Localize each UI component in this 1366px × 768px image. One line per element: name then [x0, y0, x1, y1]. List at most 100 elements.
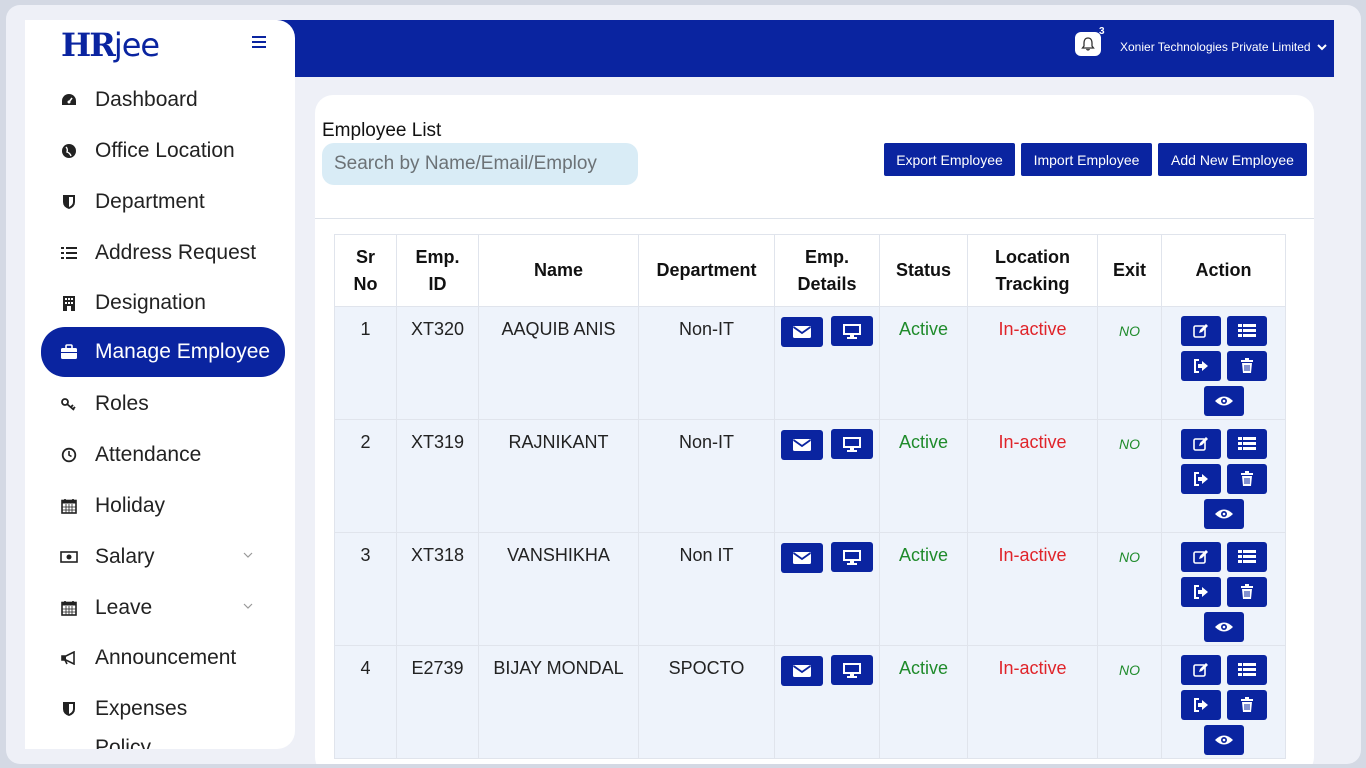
device-button[interactable] [830, 429, 873, 459]
details-button[interactable] [1226, 429, 1267, 459]
sidebar-item-manage-employee[interactable]: Manage Employee [41, 327, 285, 377]
sidebar-item-announcement[interactable]: Announcement [35, 635, 279, 681]
edit-button[interactable] [1180, 316, 1221, 346]
menu-toggle-icon[interactable] [252, 36, 266, 48]
calendar-icon [57, 599, 81, 617]
delete-button[interactable] [1226, 690, 1267, 720]
sidebar-item-dashboard[interactable]: Dashboard [35, 77, 279, 123]
sign-out-icon [1193, 359, 1208, 373]
eye-icon [1214, 622, 1233, 632]
notification-count: 3 [1099, 26, 1105, 37]
chevron-down-icon[interactable] [243, 603, 253, 609]
edit-button[interactable] [1180, 655, 1221, 685]
cell-emp-id: XT320 [396, 306, 479, 420]
details-button[interactable] [1226, 655, 1267, 685]
notification-button[interactable] [1075, 32, 1101, 56]
table-row: 1 XT320 AAQUIB ANIS Non-IT Active In-act… [334, 306, 1286, 420]
sidebar-item-roles[interactable]: Roles [35, 381, 279, 427]
view-button[interactable] [1203, 499, 1244, 529]
calendar-icon [57, 497, 81, 515]
cell-location-tracking: In-active [967, 306, 1098, 420]
cell-emp-details [774, 419, 880, 533]
building-icon [57, 294, 81, 312]
col-action: Action [1161, 234, 1286, 307]
cell-status: Active [879, 532, 968, 646]
cell-location-tracking: In-active [967, 419, 1098, 533]
sidebar-item-expenses[interactable]: Expenses [35, 686, 279, 732]
cell-status: Active [879, 645, 968, 759]
email-button[interactable] [781, 543, 824, 573]
envelope-icon [793, 552, 812, 564]
email-button[interactable] [781, 656, 824, 686]
envelope-icon [793, 665, 812, 677]
sidebar-item-office-location[interactable]: Office Location [35, 128, 279, 174]
megaphone-icon [57, 649, 81, 667]
details-button[interactable] [1226, 316, 1267, 346]
view-button[interactable] [1203, 612, 1244, 642]
sidebar-item-department[interactable]: Department [35, 179, 279, 225]
import-employee-button[interactable]: Import Employee [1021, 143, 1152, 176]
desktop-icon [842, 324, 861, 339]
delete-button[interactable] [1226, 351, 1267, 381]
delete-button[interactable] [1226, 577, 1267, 607]
cell-name: AAQUIB ANIS [478, 306, 639, 420]
trash-icon [1240, 584, 1253, 599]
sidebar-item-holiday[interactable]: Holiday [35, 483, 279, 529]
email-button[interactable] [781, 430, 824, 460]
chevron-down-icon[interactable] [243, 552, 253, 558]
edit-icon [1192, 663, 1208, 677]
add-new-employee-button[interactable]: Add New Employee [1158, 143, 1307, 176]
device-button[interactable] [830, 655, 873, 685]
cell-name: BIJAY MONDAL [478, 645, 639, 759]
edit-icon [1192, 437, 1208, 451]
table-row: 3 XT318 VANSHIKHA Non IT Active In-activ… [334, 532, 1286, 646]
details-button[interactable] [1226, 542, 1267, 572]
edit-button[interactable] [1180, 542, 1221, 572]
sidebar-item-leave[interactable]: Leave [35, 585, 279, 631]
eye-icon [1214, 509, 1233, 519]
cell-sr-no: 3 [334, 532, 397, 646]
exit-button[interactable] [1180, 690, 1221, 720]
exit-button[interactable] [1180, 351, 1221, 381]
exit-button[interactable] [1180, 464, 1221, 494]
device-button[interactable] [830, 542, 873, 572]
col-department: Department [638, 234, 775, 307]
cell-action [1161, 419, 1286, 533]
device-button[interactable] [830, 316, 873, 346]
clock-icon [57, 446, 81, 464]
sidebar-item-address-request[interactable]: Address Request [35, 230, 279, 276]
edit-button[interactable] [1180, 429, 1221, 459]
col-emp-details: Emp. Details [774, 234, 880, 307]
view-button[interactable] [1203, 386, 1244, 416]
company-name: Xonier Technologies Private Limited [1120, 40, 1311, 54]
cell-status: Active [879, 419, 968, 533]
cell-department: Non IT [638, 532, 775, 646]
company-dropdown[interactable]: Xonier Technologies Private Limited [1120, 40, 1327, 54]
delete-button[interactable] [1226, 464, 1267, 494]
sidebar-item-attendance[interactable]: Attendance [35, 432, 279, 478]
view-button[interactable] [1203, 725, 1244, 755]
hrjee-logo[interactable]: HRjee [61, 26, 160, 64]
col-emp-id: Emp. ID [396, 234, 479, 307]
email-button[interactable] [781, 317, 824, 347]
export-employee-button[interactable]: Export Employee [884, 143, 1015, 176]
cell-exit: NO [1097, 419, 1162, 533]
key-icon [57, 395, 81, 413]
cell-department: SPOCTO [638, 645, 775, 759]
exit-button[interactable] [1180, 577, 1221, 607]
cell-sr-no: 2 [334, 419, 397, 533]
cell-exit: NO [1097, 645, 1162, 759]
sidebar-item-policy-management[interactable]: Policy Management [35, 736, 279, 749]
envelope-icon [793, 439, 812, 451]
desktop-icon [842, 663, 861, 678]
list-icon [1237, 550, 1256, 563]
search-input[interactable] [322, 143, 638, 185]
money-icon [57, 548, 81, 566]
cell-name: RAJNIKANT [478, 419, 639, 533]
briefcase-icon [57, 343, 81, 361]
sidebar-item-designation[interactable]: Designation [35, 280, 279, 326]
cell-emp-id: XT318 [396, 532, 479, 646]
table-row: 2 XT319 RAJNIKANT Non-IT Active In-activ… [334, 419, 1286, 533]
col-status: Status [879, 234, 968, 307]
sidebar-item-salary[interactable]: Salary [35, 534, 279, 580]
